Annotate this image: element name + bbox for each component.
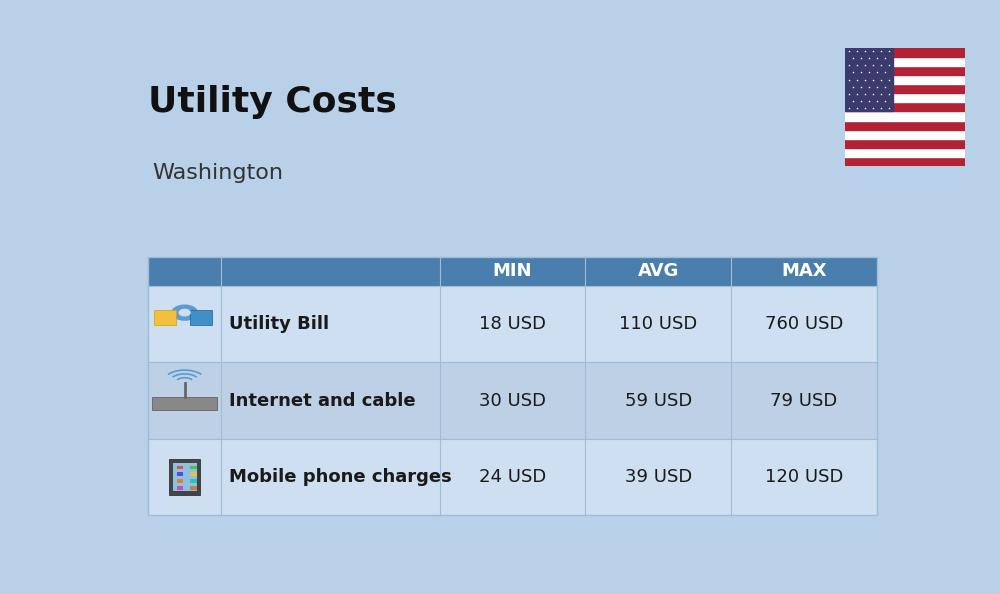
Bar — [177, 479, 183, 483]
Text: 18 USD: 18 USD — [479, 315, 546, 333]
Bar — [148, 362, 877, 439]
Bar — [845, 93, 965, 102]
Bar — [845, 157, 965, 166]
Bar — [152, 397, 217, 410]
Bar — [190, 466, 197, 469]
Bar — [845, 139, 965, 148]
Bar — [845, 129, 965, 139]
Bar — [154, 311, 176, 326]
Bar — [169, 459, 200, 495]
Text: AVG: AVG — [638, 263, 679, 280]
Bar — [148, 257, 877, 515]
Bar — [190, 311, 212, 326]
Bar — [190, 472, 197, 476]
Text: MAX: MAX — [781, 263, 827, 280]
Bar — [845, 56, 965, 66]
Bar — [845, 112, 965, 121]
Text: Mobile phone charges: Mobile phone charges — [229, 468, 452, 486]
Text: 39 USD: 39 USD — [625, 468, 692, 486]
Bar — [845, 75, 965, 84]
Bar — [148, 286, 877, 362]
Bar — [148, 439, 877, 515]
Text: Utility Costs: Utility Costs — [148, 85, 397, 119]
Bar — [845, 148, 965, 157]
Circle shape — [172, 305, 197, 320]
Bar — [190, 486, 197, 490]
Bar — [845, 48, 893, 112]
Bar — [845, 84, 965, 93]
Text: 120 USD: 120 USD — [765, 468, 843, 486]
Text: Washington: Washington — [152, 163, 283, 183]
Bar — [177, 486, 183, 490]
Text: 24 USD: 24 USD — [479, 468, 546, 486]
Bar — [845, 102, 965, 112]
Circle shape — [179, 309, 190, 316]
Bar — [845, 48, 965, 56]
Bar — [148, 257, 877, 286]
Text: 760 USD: 760 USD — [765, 315, 843, 333]
Bar — [173, 463, 197, 491]
Bar — [190, 479, 197, 483]
Bar — [177, 472, 183, 476]
Bar — [177, 466, 183, 469]
Text: 30 USD: 30 USD — [479, 391, 546, 410]
Text: 59 USD: 59 USD — [625, 391, 692, 410]
Text: Utility Bill: Utility Bill — [229, 315, 329, 333]
Text: Internet and cable: Internet and cable — [229, 391, 415, 410]
Bar — [845, 121, 965, 129]
Text: 79 USD: 79 USD — [770, 391, 838, 410]
Text: MIN: MIN — [493, 263, 532, 280]
Bar — [845, 66, 965, 75]
Text: 110 USD: 110 USD — [619, 315, 697, 333]
